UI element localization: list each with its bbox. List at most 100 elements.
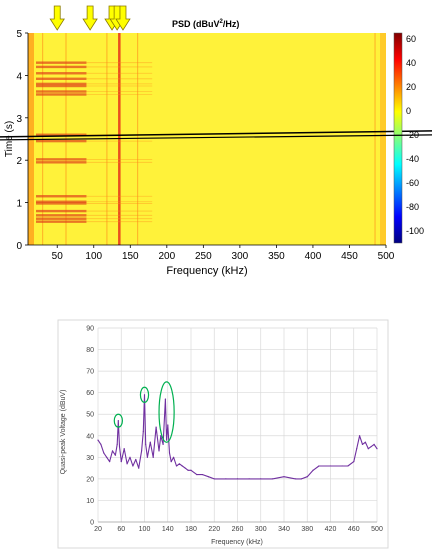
data-point (114, 454, 117, 456)
data-point (172, 456, 175, 458)
data-point (370, 445, 372, 448)
spectrogram-title-tail: /Hz) (223, 19, 240, 29)
data-point (120, 461, 122, 463)
y-tick-label: 0 (16, 241, 22, 252)
data-point (347, 465, 349, 467)
data-point (116, 443, 118, 445)
x-tick-label: 300 (255, 526, 267, 533)
y-tick-label: 60 (86, 390, 94, 397)
x-tick-label: 380 (301, 526, 313, 533)
time-band (36, 133, 87, 136)
y-tick-label: 4 (16, 71, 22, 82)
x-tick-label: 220 (208, 526, 220, 533)
data-point (138, 467, 140, 469)
data-point (181, 465, 183, 467)
y-tick-label: 5 (16, 29, 22, 40)
time-band (36, 72, 87, 75)
colorbar-tick-label: -100 (406, 226, 424, 236)
x-tick-label: 460 (348, 526, 360, 533)
time-band (36, 161, 87, 164)
x-tick-label: 100 (85, 251, 102, 262)
time-marker-line-lower (0, 134, 433, 141)
data-point (300, 478, 303, 480)
data-point (213, 478, 215, 480)
y-tick-label: 50 (86, 412, 94, 419)
data-point (118, 445, 121, 448)
time-band (36, 61, 87, 64)
data-point (162, 443, 164, 445)
highlight-ellipse (139, 386, 150, 403)
spectrogram-time-bands (36, 61, 153, 223)
time-band (36, 77, 87, 80)
data-point (170, 461, 172, 463)
data-point (271, 478, 273, 480)
highlight-ellipse (158, 381, 175, 443)
time-band (36, 93, 87, 96)
time-band (36, 217, 87, 220)
y-tick-label: 20 (86, 476, 94, 483)
data-point (158, 450, 160, 452)
x-tick-label: 300 (232, 251, 249, 262)
time-band (36, 65, 87, 69)
quasi-peak-y-axis-label: Quasi-peak Voltage (dBuV) (60, 390, 67, 475)
data-point (329, 465, 332, 467)
y-tick-label: 1 (16, 199, 22, 210)
x-tick-label: 250 (195, 251, 212, 262)
x-tick-label: 420 (325, 526, 337, 533)
data-point (142, 430, 144, 433)
data-point (353, 461, 355, 463)
data-point (207, 476, 210, 478)
x-tick-label: 500 (371, 526, 383, 533)
y-tick-label: 0 (90, 520, 94, 527)
spectrogram-x-axis: 50 100 150 200 250 300 350 400 450 500 (28, 244, 395, 262)
data-point (129, 456, 131, 458)
data-point (260, 478, 262, 480)
data-point (196, 473, 198, 476)
data-point (168, 452, 171, 454)
y-tick-label: 30 (86, 455, 94, 462)
time-band (36, 220, 87, 223)
spectrogram-title-main: PSD (dBuV (172, 19, 220, 29)
spectrogram-x-axis-label: Frequency (kHz) (166, 265, 247, 277)
x-tick-label: 50 (52, 251, 64, 262)
x-tick-label: 100 (139, 526, 151, 533)
quasi-peak-frame (57, 319, 389, 549)
x-tick-label: 150 (122, 251, 139, 262)
spectrogram-title-superscript: 2 (220, 19, 224, 25)
data-point (164, 398, 167, 400)
y-tick-label: 10 (86, 498, 94, 505)
time-band (36, 90, 87, 93)
spectrogram-chart: PSD (dBuV2/Hz) 50 100 150 200 250 300 350 400 45… (0, 5, 433, 277)
data-point (123, 448, 125, 450)
colorbar-tick-label: 0 (406, 106, 411, 116)
data-point (306, 476, 308, 478)
data-point (361, 443, 364, 445)
data-point (376, 448, 378, 450)
data-point (106, 456, 108, 458)
colorbar-tick-label: -80 (406, 202, 419, 212)
time-band (36, 158, 87, 161)
data-point (178, 463, 180, 465)
arrow-icon (82, 5, 98, 31)
colorbar-bar (393, 32, 403, 244)
x-tick-label: 60 (117, 526, 125, 533)
spectrogram-y-axis: 0 1 2 3 4 5 (16, 29, 29, 252)
x-tick-label: 180 (185, 526, 197, 533)
quasi-peak-grid (97, 327, 378, 523)
data-point (187, 469, 189, 471)
y-tick-label: 90 (86, 326, 94, 333)
colorbar-tick-label: -60 (406, 178, 419, 188)
data-point (202, 473, 204, 476)
y-tick-label: 70 (86, 369, 94, 376)
data-point (190, 469, 192, 471)
data-point (248, 478, 250, 480)
quasi-peak-annotations (113, 381, 175, 443)
quasi-peak-chart: 20 60 100 140 180 220 260 300 340 380 420 460 500 0 1… (57, 319, 389, 549)
frequency-arrows (49, 5, 131, 31)
x-tick-label: 140 (162, 526, 174, 533)
data-point (175, 465, 178, 467)
y-tick-label: 40 (86, 433, 94, 440)
data-point (356, 448, 358, 450)
colorbar-tick-label: 40 (406, 58, 416, 68)
